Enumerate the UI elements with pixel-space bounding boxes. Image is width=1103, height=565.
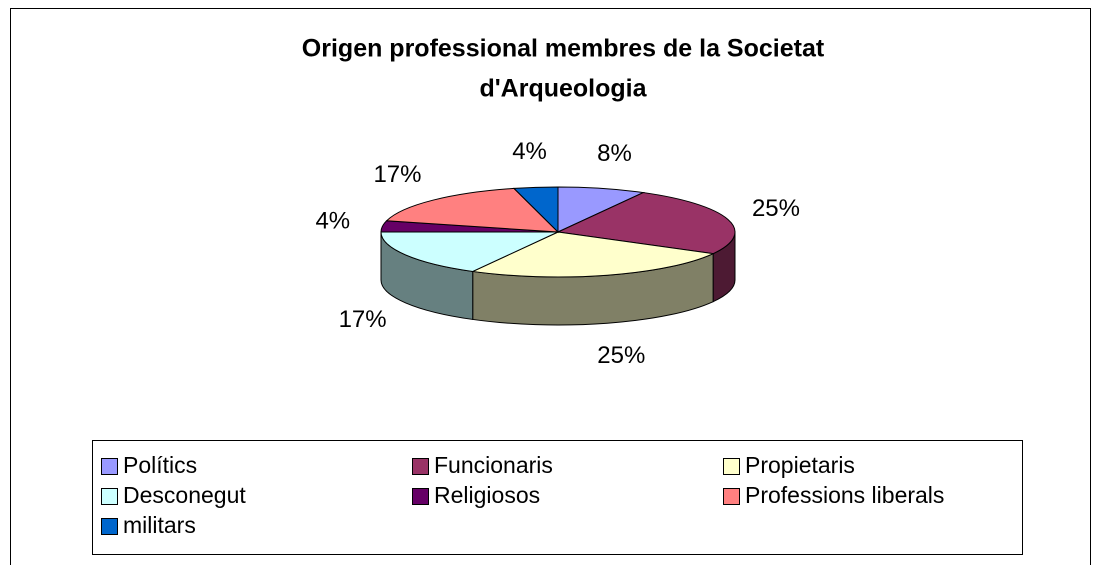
legend-swatch <box>723 488 740 505</box>
legend-swatch <box>101 458 118 475</box>
legend-label: Desconegut <box>123 482 246 508</box>
legend-swatch <box>101 488 118 505</box>
chart-title: Origen professional membres de la Societ… <box>302 35 825 63</box>
data-label: 4% <box>315 207 350 234</box>
slice <box>557 186 646 233</box>
slice <box>385 187 560 233</box>
legend-box <box>92 440 1023 555</box>
legend-swatch <box>412 458 429 475</box>
legend-label: militars <box>123 512 196 538</box>
legend-swatch <box>723 458 740 475</box>
legend-label: Religiosos <box>434 482 540 508</box>
data-label: 4% <box>512 138 547 165</box>
legend-label: Propietaris <box>745 452 855 478</box>
legend-label: Polítics <box>123 452 197 478</box>
chart-title: d'Arqueologia <box>479 75 647 103</box>
data-label: 8% <box>597 140 632 167</box>
data-label: 17% <box>339 306 387 333</box>
slice <box>512 186 559 234</box>
legend-label: Professions liberals <box>745 482 944 508</box>
slice <box>556 192 736 255</box>
data-label: 25% <box>752 195 800 222</box>
legend-label: Funcionaris <box>434 452 553 478</box>
legend-swatch <box>412 488 429 505</box>
data-label: 17% <box>373 161 421 188</box>
legend-swatch <box>101 518 118 535</box>
slice <box>380 231 559 272</box>
data-label: 25% <box>597 342 645 369</box>
slice <box>470 231 715 278</box>
